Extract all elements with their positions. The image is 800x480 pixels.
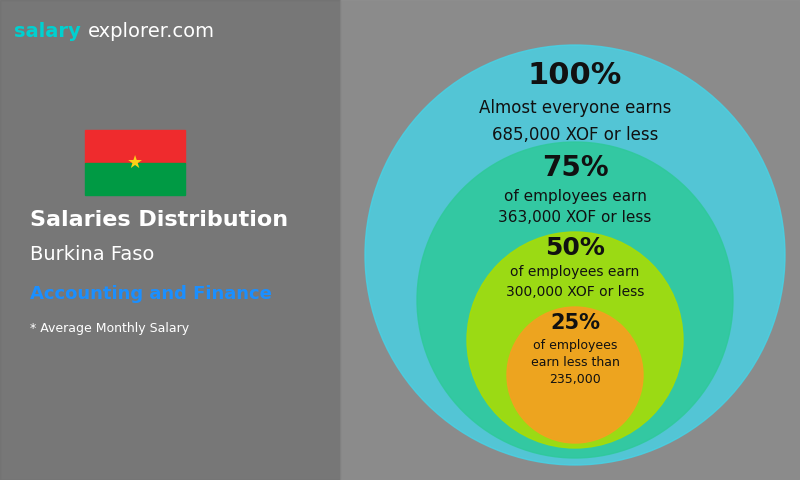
Text: explorer.com: explorer.com bbox=[88, 22, 215, 41]
Text: of employees earn: of employees earn bbox=[510, 265, 640, 279]
Text: 25%: 25% bbox=[550, 313, 600, 333]
Text: 363,000 XOF or less: 363,000 XOF or less bbox=[498, 211, 652, 226]
Text: 50%: 50% bbox=[545, 236, 605, 260]
Bar bbox=[85, 163, 185, 195]
Circle shape bbox=[365, 45, 785, 465]
Circle shape bbox=[417, 142, 733, 458]
Text: 685,000 XOF or less: 685,000 XOF or less bbox=[492, 126, 658, 144]
Text: Burkina Faso: Burkina Faso bbox=[30, 245, 154, 264]
Circle shape bbox=[507, 307, 643, 443]
Text: 100%: 100% bbox=[528, 60, 622, 89]
Bar bbox=[85, 130, 185, 163]
Text: earn less than: earn less than bbox=[530, 356, 619, 369]
Text: salary: salary bbox=[14, 22, 81, 41]
Text: Accounting and Finance: Accounting and Finance bbox=[30, 285, 272, 303]
Text: ★: ★ bbox=[127, 154, 143, 171]
Text: 300,000 XOF or less: 300,000 XOF or less bbox=[506, 285, 644, 299]
Text: Salaries Distribution: Salaries Distribution bbox=[30, 210, 288, 230]
Bar bbox=[340, 0, 800, 480]
Bar bbox=[0, 0, 340, 480]
Text: 235,000: 235,000 bbox=[549, 372, 601, 385]
Text: * Average Monthly Salary: * Average Monthly Salary bbox=[30, 322, 189, 335]
Text: 75%: 75% bbox=[542, 154, 608, 182]
Text: Almost everyone earns: Almost everyone earns bbox=[479, 99, 671, 117]
Text: of employees earn: of employees earn bbox=[503, 189, 646, 204]
Text: of employees: of employees bbox=[533, 338, 617, 351]
Circle shape bbox=[467, 232, 683, 448]
